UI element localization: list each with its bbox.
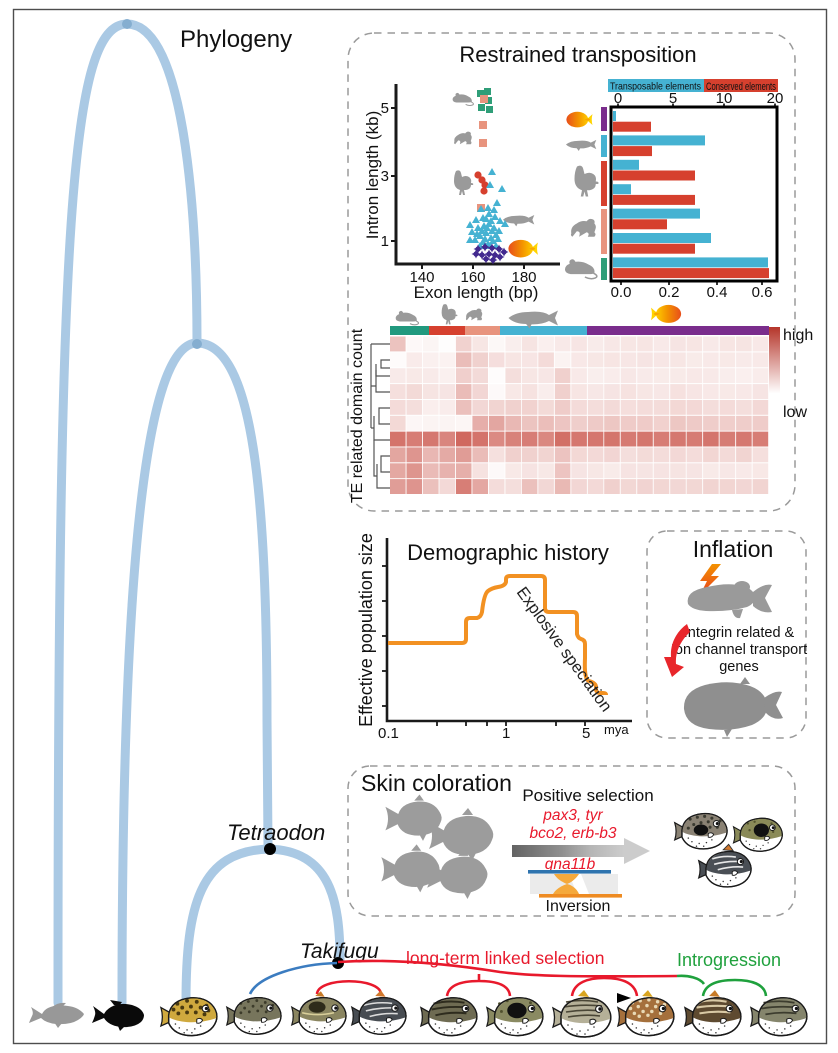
svg-text:10: 10 [716,90,733,107]
svg-text:pax3, tyr: pax3, tyr [542,807,603,824]
svg-text:5: 5 [381,100,389,117]
svg-text:140: 140 [409,269,434,286]
svg-text:low: low [783,404,807,421]
svg-text:Takifugu: Takifugu [300,940,379,963]
svg-text:Demographic history: Demographic history [407,540,609,565]
svg-text:0.6: 0.6 [752,284,773,301]
svg-text:5: 5 [669,90,677,107]
svg-text:0.2: 0.2 [659,284,680,301]
svg-text:TE related domain count: TE related domain count [349,328,366,503]
svg-text:3: 3 [381,168,389,185]
svg-text:long-term linked selection: long-term linked selection [406,948,604,968]
svg-text:1: 1 [502,725,510,742]
svg-text:0.1: 0.1 [378,725,399,742]
svg-text:bco2, erb-b3: bco2, erb-b3 [529,825,616,842]
svg-text:Positive selection: Positive selection [522,786,653,805]
svg-text:1: 1 [381,233,389,250]
svg-text:180: 180 [511,269,536,286]
svg-text:Inflation: Inflation [693,536,774,562]
svg-text:Integrin related &: Integrin related & [684,625,795,641]
svg-text:Inversion: Inversion [546,898,611,915]
svg-text:Tetraodon: Tetraodon [227,820,325,845]
svg-text:Effective population size: Effective population size [356,533,376,727]
svg-text:Skin coloration: Skin coloration [361,770,512,796]
svg-text:Transposable elements: Transposable elements [610,81,701,93]
svg-text:0: 0 [614,90,622,107]
svg-text:mya: mya [604,722,629,737]
svg-text:160: 160 [460,269,485,286]
svg-text:Ion channel transport: Ion channel transport [671,642,807,658]
svg-text:Intron length (kb): Intron length (kb) [363,111,382,240]
svg-text:Introgression: Introgression [677,950,781,970]
svg-text:genes: genes [719,659,759,675]
svg-text:high: high [783,327,813,344]
svg-text:0.0: 0.0 [611,284,632,301]
svg-text:Restrained transposition: Restrained transposition [459,42,696,67]
svg-text:Phylogeny: Phylogeny [180,26,292,53]
svg-text:Exon length (bp): Exon length (bp) [414,283,539,302]
svg-text:gna11b: gna11b [545,856,596,873]
svg-text:0.4: 0.4 [707,284,728,301]
svg-text:20: 20 [767,90,784,107]
svg-text:Conserved elements: Conserved elements [706,81,776,93]
svg-text:5: 5 [582,725,590,742]
